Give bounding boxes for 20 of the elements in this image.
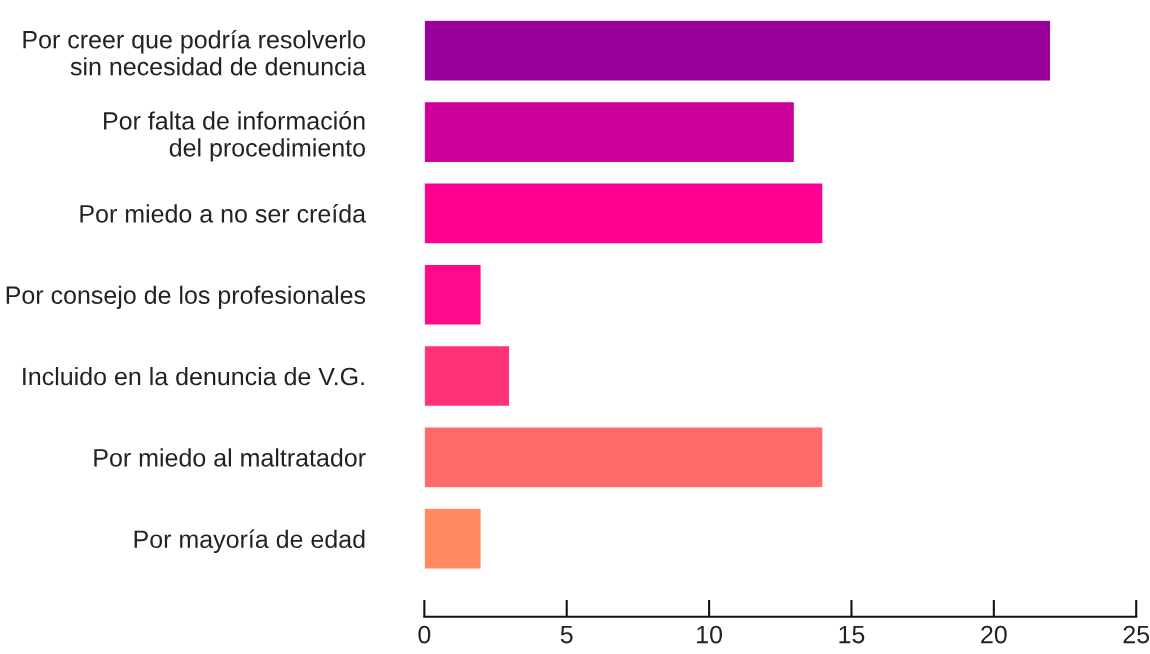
y-tick-label: Por consejo de los profesionales (6, 285, 366, 309)
x-tick-label: 0 (418, 625, 431, 644)
y-tick-label: Por creer que podría resolverlo sin necesidad de denuncia (23, 29, 367, 76)
x-tick-label: 10 (697, 625, 723, 644)
bar (424, 182, 824, 245)
bar (424, 344, 511, 408)
bar (424, 507, 482, 570)
y-tick-label: Incluido en la denuncia de V.G. (23, 366, 364, 386)
y-tick-label: Por miedo a no ser creída (80, 204, 367, 223)
x-tick-label: 5 (560, 625, 573, 644)
bar (424, 263, 482, 326)
x-tick-label: 15 (839, 625, 865, 644)
bar (424, 20, 1052, 82)
bar (424, 426, 824, 489)
y-tick-label: Por mayoría de edad (134, 529, 365, 554)
x-tick-label: 25 (1123, 625, 1150, 644)
y-tick-label: Por falta de información del procedimiento (104, 111, 365, 162)
x-tick-label: 20 (981, 625, 1007, 644)
bar (424, 100, 796, 164)
y-tick-label: Por miedo al maltratador (94, 448, 366, 467)
